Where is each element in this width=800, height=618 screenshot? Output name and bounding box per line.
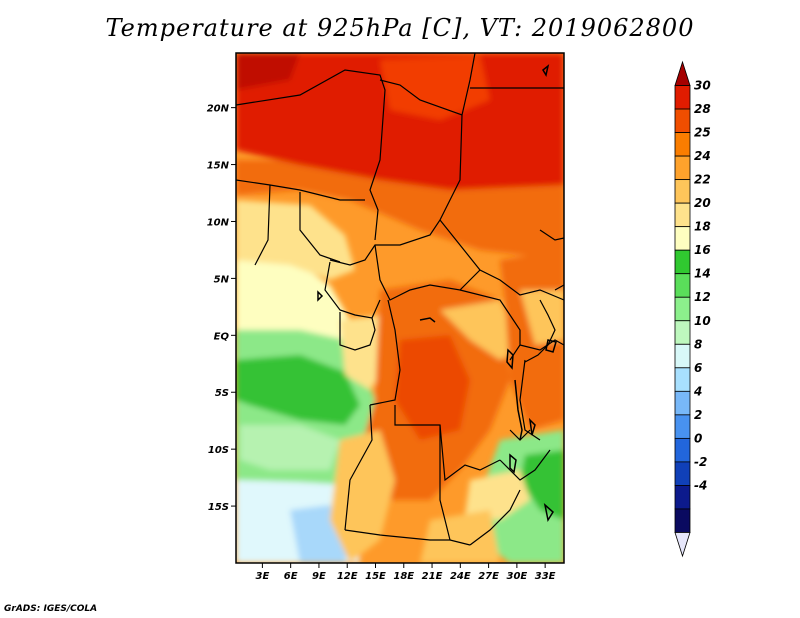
colorbar-label: 4 — [693, 384, 702, 398]
colorbar-label: 28 — [694, 102, 711, 116]
colorbar-label: 2 — [694, 408, 702, 422]
latitude-axis: 20N 15N 10N 5N EQ 5S 10S 15S — [207, 104, 236, 513]
colorbar-segment — [674, 85, 691, 110]
colorbar-label: 22 — [694, 173, 711, 187]
lat-tick-label: 5N — [214, 274, 230, 285]
colorbar-label: 30 — [694, 79, 711, 93]
colorbar-segment — [674, 273, 691, 298]
lon-tick-label: 15E — [365, 571, 386, 582]
colorbar-segment — [674, 320, 691, 345]
country-borders — [236, 53, 564, 546]
colorbar-segment — [674, 202, 691, 228]
lat-tick-label: EQ — [214, 331, 230, 342]
chart-title: Temperature at 925hPa [C], VT: 201906280… — [105, 14, 695, 42]
lat-tick-label: 10N — [207, 217, 230, 228]
lon-tick-label: 21E — [422, 571, 443, 582]
colorbar-segment — [674, 485, 691, 510]
colorbar-label: 12 — [694, 290, 711, 304]
colorbar-segment — [674, 60, 691, 86]
lat-tick-label: 10S — [208, 445, 229, 456]
colorbar-label: -2 — [694, 455, 707, 469]
grads-credit: GrADS: IGES/COLA — [4, 604, 98, 614]
colorbar-label: 25 — [694, 126, 711, 140]
lon-tick-label: 33E — [535, 571, 556, 582]
lon-tick-label: 27E — [478, 571, 499, 582]
lat-tick-label: 15N — [207, 161, 230, 172]
colorbar-segment — [674, 437, 691, 463]
lakes — [317, 64, 557, 522]
colorbar-label: 8 — [694, 337, 702, 351]
colorbar-segment — [674, 390, 691, 416]
lon-tick-label: 3E — [255, 571, 269, 582]
colorbar-segment — [674, 226, 691, 251]
colorbar-label: -4 — [694, 478, 707, 492]
colorbar-segments — [674, 60, 691, 558]
lon-tick-label: 6E — [284, 571, 298, 582]
colorbar-label: 16 — [694, 243, 711, 257]
lon-tick-label: 18E — [393, 571, 414, 582]
colorbar-segment — [674, 132, 691, 157]
colorbar-segment — [674, 296, 691, 322]
colorbar-segment — [674, 414, 691, 439]
colorbar-segment — [674, 343, 691, 369]
colorbar-segment — [674, 532, 691, 558]
colorbar-label: 24 — [694, 149, 711, 163]
colorbar-label: 14 — [694, 267, 711, 281]
lat-tick-label: 20N — [207, 104, 230, 115]
colorbar-segment — [674, 108, 691, 133]
lat-tick-label: 15S — [208, 502, 229, 513]
lat-tick-label: 5S — [215, 388, 229, 399]
colorbar-segment — [674, 249, 691, 275]
map-frame — [235, 52, 565, 564]
colorbar-label: 6 — [694, 361, 702, 375]
colorbar-label: 18 — [694, 220, 711, 234]
colorbar-segment — [674, 179, 691, 204]
lon-tick-label: 9E — [312, 571, 326, 582]
colorbar-label: 0 — [694, 431, 702, 445]
lon-tick-label: 12E — [337, 571, 358, 582]
lon-tick-label: 24E — [450, 571, 471, 582]
colorbar-label: 20 — [694, 196, 711, 210]
colorbar-segment — [674, 461, 691, 486]
lon-tick-label: 30E — [506, 571, 527, 582]
temperature-field — [236, 53, 564, 563]
longitude-axis: 3E 6E 9E 12E 15E 18E 21E 24E 27E 30E 33E — [255, 563, 556, 582]
colorbar-segment — [674, 155, 691, 181]
colorbar-segment — [674, 508, 691, 533]
colorbar-segment — [674, 367, 691, 392]
colorbar-label: 10 — [694, 314, 711, 328]
